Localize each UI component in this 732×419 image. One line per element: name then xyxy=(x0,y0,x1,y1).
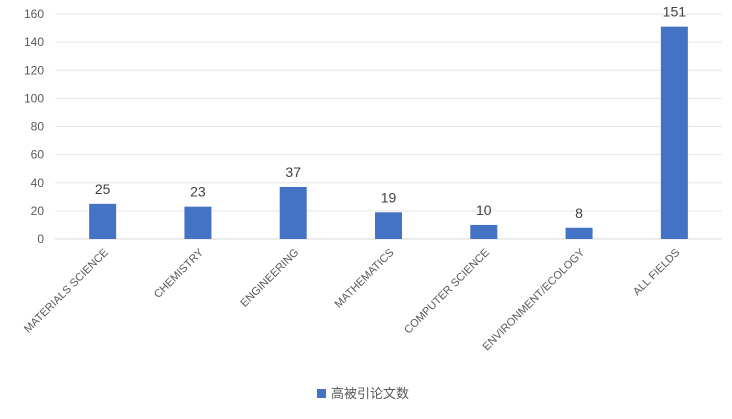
x-tick-label: COMPUTER SCIENCE xyxy=(402,247,492,337)
data-labels: 25 23 37 19 10 8 151 xyxy=(95,4,686,221)
data-label: 8 xyxy=(575,205,583,221)
legend-label: 高被引论文数 xyxy=(331,386,409,402)
bar xyxy=(565,227,593,239)
y-tick-label: 0 xyxy=(37,232,44,246)
legend-swatch xyxy=(317,389,326,398)
bars xyxy=(89,26,688,239)
y-tick-label: 120 xyxy=(24,63,44,77)
x-tick-label: MATERIALS SCIENCE xyxy=(22,247,111,336)
data-label: 23 xyxy=(190,184,206,200)
bar xyxy=(89,203,117,239)
y-tick-label: 100 xyxy=(24,91,44,105)
legend: 高被引论文数 xyxy=(317,386,409,402)
bar xyxy=(184,206,212,239)
data-label: 10 xyxy=(476,202,492,218)
data-label: 25 xyxy=(95,181,111,197)
bar xyxy=(279,186,307,239)
x-tick-label: MATHEMATICS xyxy=(333,247,397,311)
bar xyxy=(375,212,402,239)
y-tick-label: 80 xyxy=(31,120,45,134)
y-axis-ticks: 0 20 40 60 80 100 120 140 160 xyxy=(24,7,44,246)
bar xyxy=(470,224,498,239)
y-tick-label: 160 xyxy=(24,7,44,21)
y-tick-label: 140 xyxy=(24,35,44,49)
x-tick-label: ENVIRONMENT/ECOLOGY xyxy=(481,246,588,353)
x-tick-label: ALL FIELDS xyxy=(631,247,682,298)
y-tick-label: 20 xyxy=(31,204,45,218)
x-tick-label: ENGINEERING xyxy=(238,247,301,310)
data-label: 37 xyxy=(285,164,301,180)
x-tick-label: CHEMISTRY xyxy=(152,246,207,301)
x-axis-labels: MATERIALS SCIENCE CHEMISTRY ENGINEERING MAT… xyxy=(22,246,682,353)
y-tick-label: 60 xyxy=(31,148,45,162)
data-label: 19 xyxy=(381,189,397,205)
y-tick-label: 40 xyxy=(31,176,45,190)
bar xyxy=(660,26,688,239)
gridlines xyxy=(55,13,722,240)
data-label: 151 xyxy=(663,4,687,20)
